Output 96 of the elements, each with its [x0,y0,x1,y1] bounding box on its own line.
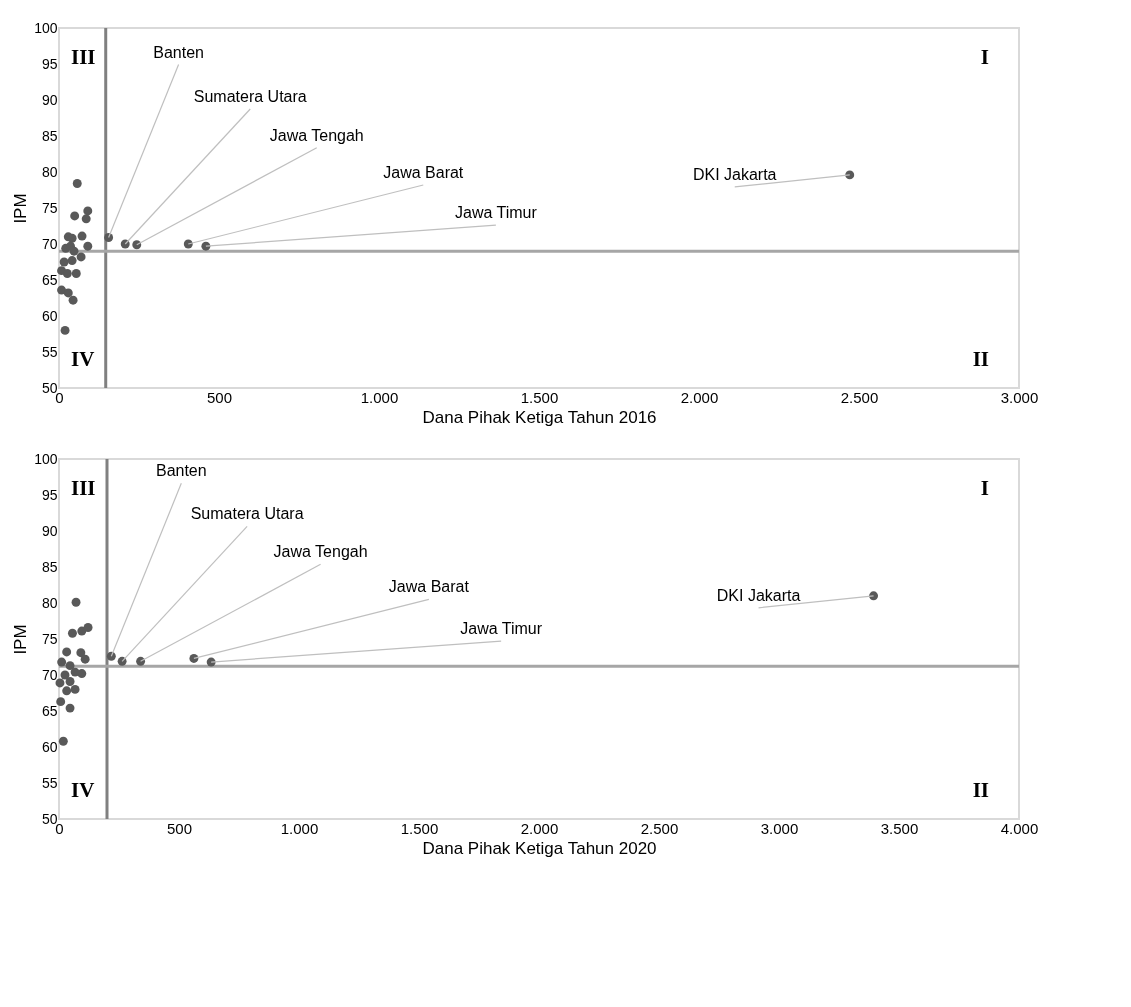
data-label: Banten [155,462,207,480]
point [104,233,114,242]
point [80,654,90,664]
y-tick-label: 75 [41,630,58,647]
x-tick-label: 1.000 [360,388,399,406]
y-tick-label: 100 [34,19,58,36]
data-label: Jawa Tengah [273,543,368,561]
x-tick-label: 2.000 [520,819,559,837]
annotation: IV [71,778,95,802]
point [83,623,93,632]
point [67,256,77,266]
annotation: II [972,347,989,371]
data-label: Jawa Tengah [269,126,364,144]
point [62,686,72,696]
point [59,257,69,267]
point [65,661,75,671]
point [71,597,81,607]
y-tick-label: 95 [41,486,58,503]
y-tick-label: 55 [41,774,58,791]
annotation: II [972,778,989,802]
y-tick-label: 100 [34,450,58,467]
data-label: DKI Jakarta [716,586,801,604]
x-tick-label: 3.500 [880,819,919,837]
point [60,325,70,335]
y-tick-label: 60 [41,307,58,324]
y-tick-label: 70 [41,666,58,683]
point [76,648,86,658]
point [72,179,82,188]
point [76,252,86,262]
y-tick-label: 65 [41,271,58,288]
x-tick-label: 3.000 [760,819,799,837]
y-tick-label: 80 [41,594,58,611]
annotation: I [980,476,989,500]
x-tick-label: 2.500 [640,819,679,837]
point [62,647,72,657]
point [106,651,116,661]
y-tick-label: 85 [41,127,58,144]
y-tick-label: 80 [41,163,58,180]
y-tick-label: 60 [41,738,58,755]
point [58,736,68,746]
point [65,677,75,686]
point [65,703,75,713]
y-tick-label: 70 [41,235,58,252]
y-tick-label: 65 [41,702,58,719]
x-tick-label: 1.000 [280,819,319,837]
point [83,241,93,251]
data-label: Banten [153,43,204,61]
point [55,678,65,688]
x-tick-label: 2.000 [680,388,719,406]
data-label: Jawa Barat [383,164,464,181]
y-tick-label: 85 [41,558,58,575]
x-tick-label: 500 [166,819,193,837]
point [60,670,70,680]
x-axis-title: Dana Pihak Ketiga Tahun 2020 [422,838,657,858]
point [57,657,67,667]
y-tick-label: 75 [41,199,58,216]
point [62,269,72,278]
point [81,214,91,224]
x-tick-label: 4.000 [1000,819,1039,837]
data-label: Jawa Timur [460,620,543,638]
x-tick-label: 1.500 [520,388,559,406]
data-label: Jawa Barat [388,578,470,596]
annotation: IV [71,347,95,371]
point [132,240,142,250]
y-tick-label: 90 [41,522,58,539]
point [67,628,77,638]
point [69,246,79,256]
point [57,285,67,295]
point [136,656,146,666]
x-tick-label: 2.500 [840,388,879,406]
point [70,667,80,677]
point [83,206,93,216]
x-axis-title: Dana Pihak Ketiga Tahun 2016 [422,407,657,427]
y-tick-label: 90 [41,91,58,108]
point [70,211,80,221]
annotation: I [980,45,989,69]
y-axis-title: IPM [11,624,31,655]
point [68,295,78,305]
point [56,697,66,707]
data-label: Sumatera Utara [193,88,307,105]
y-tick-label: 95 [41,55,58,72]
annotation: III [71,476,96,500]
x-tick-label: 1.500 [400,819,439,837]
point [67,233,77,243]
x-tick-label: 3.000 [1000,388,1039,406]
x-tick-label: 500 [206,388,233,406]
point [71,269,81,278]
point [63,288,73,298]
data-label: Sumatera Utara [190,505,304,523]
point [77,231,87,241]
data-label: Jawa Timur [454,204,538,222]
y-tick-label: 55 [41,343,58,360]
point [70,684,80,694]
annotation: III [71,45,96,69]
data-label: DKI Jakarta [692,165,777,183]
y-axis-title: IPM [11,193,31,224]
